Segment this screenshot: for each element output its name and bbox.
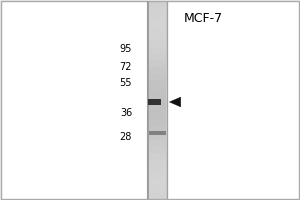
- Bar: [149, 140, 166, 146]
- Text: 28: 28: [120, 132, 132, 142]
- Bar: [149, 160, 166, 166]
- Text: 72: 72: [120, 62, 132, 72]
- Bar: [149, 146, 166, 153]
- Bar: [149, 21, 166, 27]
- Bar: [149, 186, 166, 193]
- Bar: [149, 107, 166, 113]
- Bar: [149, 74, 166, 80]
- Bar: [149, 193, 166, 199]
- Polygon shape: [169, 97, 181, 107]
- Bar: [149, 7, 166, 14]
- Bar: [149, 47, 166, 54]
- Text: MCF-7: MCF-7: [184, 12, 223, 25]
- Bar: [149, 113, 166, 120]
- Text: 55: 55: [120, 78, 132, 88]
- Bar: [169, 1, 299, 199]
- Bar: [147, 99, 161, 105]
- Bar: [149, 1, 166, 7]
- Bar: [149, 60, 166, 67]
- Bar: [1, 1, 147, 199]
- Bar: [149, 67, 166, 74]
- Bar: [149, 131, 166, 135]
- Bar: [149, 126, 166, 133]
- Bar: [149, 27, 166, 34]
- Bar: [149, 179, 166, 186]
- Bar: [149, 87, 166, 93]
- Bar: [149, 153, 166, 160]
- Bar: [148, 1, 167, 199]
- Bar: [149, 93, 166, 100]
- Bar: [149, 100, 166, 107]
- Text: 95: 95: [120, 44, 132, 54]
- Bar: [149, 166, 166, 173]
- Bar: [149, 133, 166, 140]
- Bar: [149, 40, 166, 47]
- Bar: [149, 80, 166, 87]
- Bar: [149, 120, 166, 126]
- Text: 36: 36: [120, 108, 132, 118]
- Bar: [149, 14, 166, 21]
- Bar: [149, 34, 166, 40]
- Bar: [149, 173, 166, 179]
- Bar: [149, 54, 166, 60]
